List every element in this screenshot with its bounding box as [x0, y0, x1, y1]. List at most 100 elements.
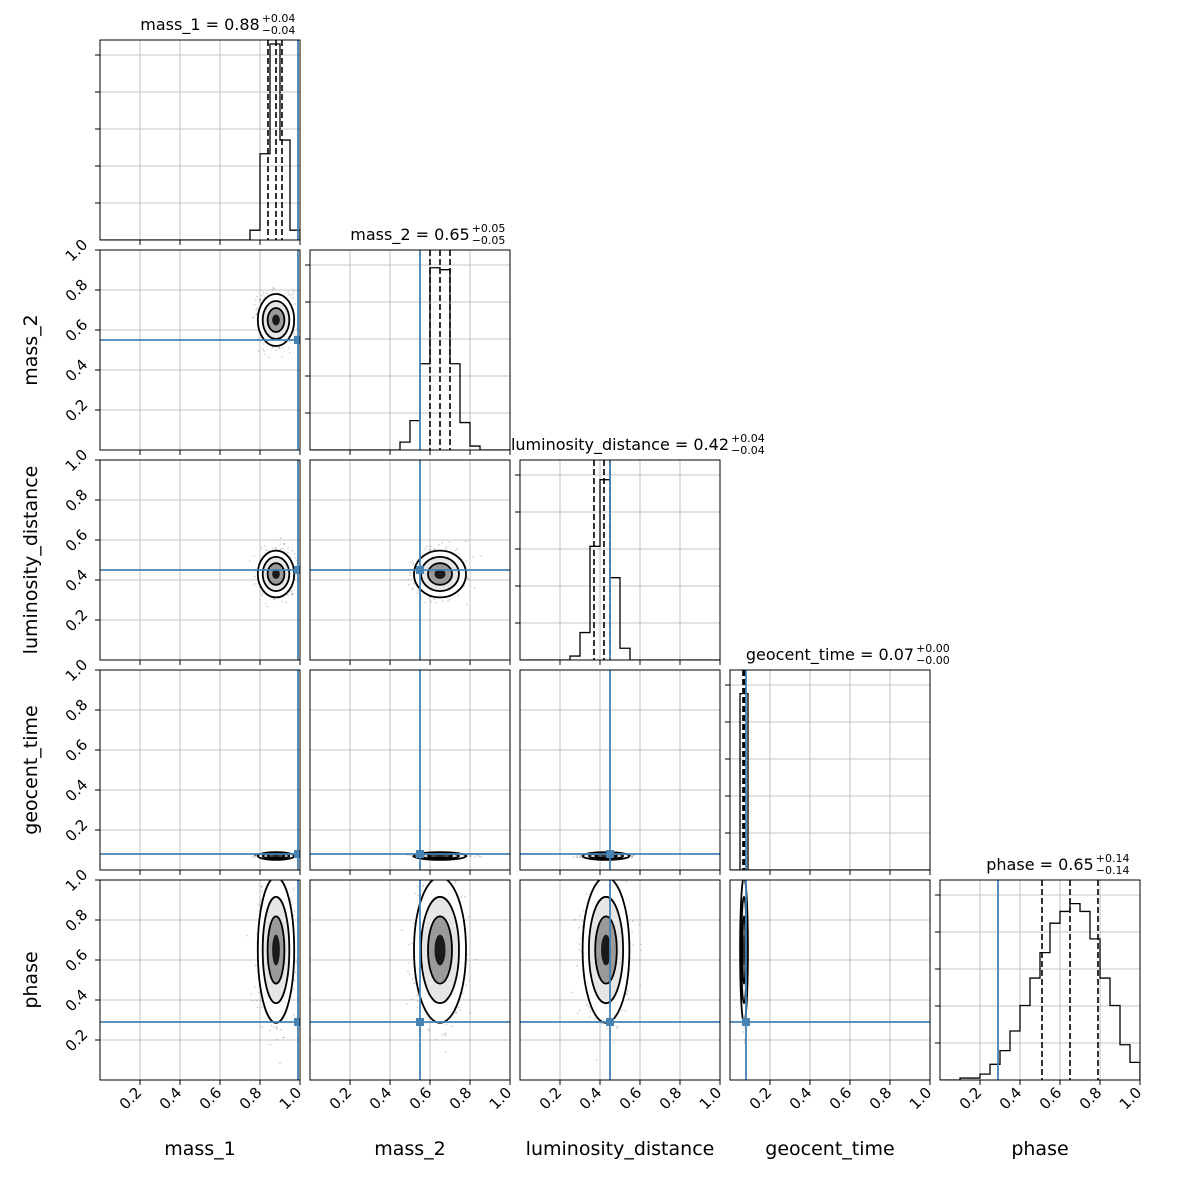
sample-point — [295, 960, 298, 963]
sample-point — [631, 855, 633, 858]
sample-point — [261, 877, 263, 879]
panel-mass_1-mass_1: mass_1 = 0.88 +0.04−0.04 — [95, 12, 301, 245]
panel-content — [100, 670, 300, 870]
sample-point — [441, 600, 444, 603]
sample-point — [290, 900, 293, 903]
truth-marker — [606, 850, 614, 858]
sample-point — [632, 854, 635, 857]
sample-point — [434, 548, 436, 550]
sample-point — [428, 596, 431, 599]
sample-point — [448, 541, 451, 543]
sample-point — [575, 856, 578, 859]
sample-point — [280, 872, 282, 874]
sample-point — [575, 854, 578, 857]
sample-point — [288, 341, 291, 344]
panel-mass_1-luminosity_distance: 0.20.40.60.81.0 — [62, 446, 301, 665]
sample-point — [253, 583, 256, 585]
sample-point — [445, 547, 447, 550]
sample-point — [260, 885, 263, 888]
sample-point — [274, 546, 277, 549]
tick-label-y-1.0: 1.0 — [62, 656, 92, 686]
panel-title-plus-mass_1: +0.04 — [262, 12, 296, 25]
sample-point — [472, 555, 475, 558]
sample-point — [255, 313, 258, 316]
sample-point — [275, 349, 278, 352]
histogram-luminosity_distance — [520, 479, 720, 660]
sample-point — [269, 874, 271, 876]
sample-point — [291, 549, 294, 552]
panel-frame — [99, 459, 301, 661]
sample-point — [412, 588, 414, 590]
sample-point — [251, 317, 254, 319]
sample-point — [258, 910, 260, 913]
sample-point — [253, 856, 256, 859]
panel-frame — [99, 669, 301, 871]
tick-label-y-0.8: 0.8 — [62, 696, 92, 726]
sample-point — [294, 557, 297, 560]
sample-point — [467, 576, 470, 579]
panel-frame — [729, 669, 931, 871]
panel-frame — [309, 249, 511, 451]
sample-point — [272, 286, 275, 289]
sample-point — [412, 582, 415, 585]
sample-point — [251, 855, 254, 858]
sample-point — [266, 292, 269, 295]
histogram-mass_1 — [100, 43, 300, 240]
sample-point — [254, 964, 257, 967]
truth-marker — [416, 566, 424, 574]
sample-point — [293, 979, 296, 982]
sample-point — [255, 999, 258, 1002]
sample-point — [260, 547, 263, 550]
sample-point — [269, 1043, 272, 1046]
sample-point — [271, 289, 274, 291]
sample-point — [260, 294, 263, 297]
sample-point — [480, 554, 483, 557]
panel-title-minus-geocent_time: −0.00 — [916, 654, 950, 667]
sample-point — [407, 583, 410, 586]
sample-point — [284, 878, 286, 880]
sample-point — [273, 598, 276, 601]
sample-point — [280, 547, 282, 550]
sample-point — [280, 537, 282, 539]
sample-point — [257, 991, 260, 994]
sample-point — [263, 350, 265, 352]
sample-point — [457, 875, 459, 877]
tick-label-y-0.4: 0.4 — [62, 776, 92, 806]
panel-content — [520, 670, 720, 870]
panel-content — [310, 875, 510, 1080]
tick-label-y-0.2: 0.2 — [62, 1026, 92, 1056]
sample-point — [261, 592, 264, 595]
sample-point — [630, 856, 633, 859]
sample-point — [292, 988, 295, 991]
sample-point — [253, 315, 256, 318]
histogram-geocent_time — [730, 692, 930, 870]
sample-point — [253, 855, 256, 857]
panel-content — [310, 250, 510, 450]
sample-point — [293, 910, 296, 913]
panel-content — [100, 250, 300, 450]
sample-point — [469, 854, 472, 857]
sample-point — [437, 543, 440, 546]
panel-frame — [519, 669, 721, 871]
panel-title-minus-mass_1: −0.04 — [262, 24, 296, 37]
tick-label-y-0.6: 0.6 — [62, 316, 92, 346]
sample-point — [293, 303, 296, 305]
panel-luminosity_distance-luminosity_distance: luminosity_distance = 0.42 +0.04−0.04 — [511, 432, 765, 665]
panel-mass_1-mass_2: 0.20.40.60.81.0 — [62, 236, 301, 455]
sample-point — [254, 299, 257, 302]
sample-point — [292, 887, 295, 889]
sample-point — [429, 548, 432, 551]
sample-point — [254, 854, 257, 857]
sample-point — [287, 594, 289, 596]
sample-point — [257, 903, 260, 906]
sample-point — [287, 347, 290, 350]
sample-point — [295, 559, 298, 562]
sample-point — [287, 293, 290, 296]
sample-point — [272, 598, 275, 601]
sample-point — [411, 560, 414, 563]
sample-point — [258, 336, 260, 339]
sample-point — [267, 549, 270, 552]
tick-label-y-0.2: 0.2 — [62, 816, 92, 846]
sample-point — [280, 600, 283, 603]
sample-point — [416, 885, 419, 888]
